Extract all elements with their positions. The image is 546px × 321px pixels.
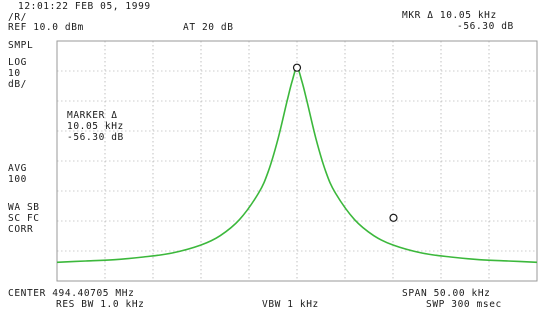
corr-annotation: CORR	[8, 224, 34, 235]
marker-layer	[292, 63, 398, 222]
center-frequency: CENTER 494.40705 MHz	[8, 288, 135, 299]
detector-mode: SMPL	[8, 40, 34, 51]
sc-fc-annotation: SC FC	[8, 213, 40, 224]
frequency-span: SPAN 50.00 kHz	[402, 288, 491, 299]
marker-readout-delta-freq: MKR Δ 10.05 kHz	[402, 10, 497, 21]
reference-marker	[292, 63, 302, 72]
scale-unit: dB/	[8, 79, 27, 90]
marker-box-amplitude: -56.30 dB	[67, 132, 124, 143]
averaging-count: 100	[8, 174, 27, 185]
reference-level: REF 10.0 dBm	[8, 22, 84, 33]
resolution-bandwidth: RES BW 1.0 kHz	[56, 299, 145, 310]
marker-box-title: MARKER Δ	[67, 110, 118, 121]
marker-readout-delta-amp: -56.30 dB	[457, 21, 514, 32]
marker-box-frequency: 10.05 kHz	[67, 121, 124, 132]
wa-sb-annotation: WA SB	[8, 202, 40, 213]
scale-value: 10	[8, 68, 21, 79]
marker-symbol: /R/	[8, 12, 27, 23]
averaging-label: AVG	[8, 163, 27, 174]
video-bandwidth: VBW 1 kHz	[262, 299, 319, 310]
attenuation-label: AT 20 dB	[183, 22, 234, 33]
delta-marker	[389, 213, 398, 222]
datetime-label: 12:01:22 FEB 05, 1999	[18, 1, 151, 12]
sweep-time: SWP 300 msec	[426, 299, 502, 310]
scale-type: LOG	[8, 57, 27, 68]
graticule-grid	[56, 40, 538, 282]
